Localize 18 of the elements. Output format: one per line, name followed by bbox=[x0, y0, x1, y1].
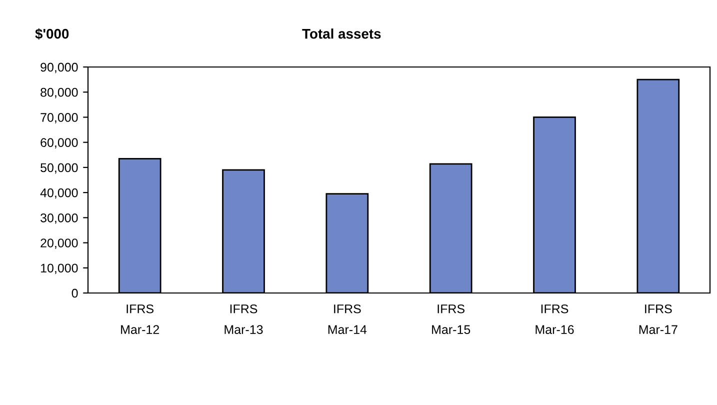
y-tick-label: 40,000 bbox=[40, 188, 78, 199]
y-tick-label: 20,000 bbox=[40, 238, 78, 249]
x-tick-label: IFRS Mar-12 bbox=[121, 304, 160, 334]
x-tick-label: IFRS Mar-14 bbox=[328, 304, 367, 334]
y-tick-label: 10,000 bbox=[41, 264, 78, 274]
x-tick-label: IFRS Mar-16 bbox=[536, 304, 574, 334]
y-axis-title: $'000 bbox=[35, 28, 69, 40]
y-tick-label: 30,000 bbox=[40, 213, 78, 224]
y-tick-label: 90,000 bbox=[40, 62, 78, 74]
x-tick-label: IFRS Mar-17 bbox=[639, 304, 678, 334]
y-tick-label: 70,000 bbox=[40, 113, 78, 124]
y-tick-label: 80,000 bbox=[40, 88, 78, 98]
chart-title: Total assets bbox=[302, 28, 381, 39]
x-tick-label: IFRS Mar-13 bbox=[224, 304, 263, 334]
y-tick-label: 0 bbox=[72, 288, 78, 298]
y-tick-label: 50,000 bbox=[40, 163, 78, 174]
x-tick-label: IFRS Mar-15 bbox=[432, 304, 470, 334]
y-tick-label: 60,000 bbox=[40, 138, 78, 148]
